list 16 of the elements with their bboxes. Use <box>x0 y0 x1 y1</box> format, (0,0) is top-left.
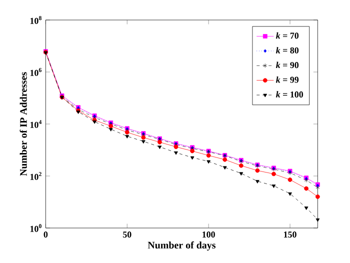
y-tick-label: 10$^{2}$ <box>30 172 42 180</box>
x-tick-label: 100 <box>202 232 215 238</box>
x-tick-label: 0 <box>44 232 48 238</box>
legend-label: k = 99 <box>276 76 299 83</box>
x-tick-label: 150 <box>284 232 296 238</box>
legend-label: k = 100 <box>276 91 304 98</box>
x-tick-label: 50 <box>123 232 132 238</box>
y-axis-title: Number of IP Addresses <box>20 72 27 176</box>
y-tick-label: 10$^{8}$ <box>30 16 42 24</box>
y-tick-label: 10$^{4}$ <box>30 120 42 128</box>
y-tick-label: 10$^{0}$ <box>30 224 42 232</box>
legend-label: k = 90 <box>276 62 299 68</box>
x-axis-title: Number of days <box>148 241 216 251</box>
y-tick-label: 10$^{6}$ <box>30 68 42 76</box>
legend-label: k = 80 <box>276 47 299 54</box>
legend-label: k = 70 <box>276 32 299 39</box>
